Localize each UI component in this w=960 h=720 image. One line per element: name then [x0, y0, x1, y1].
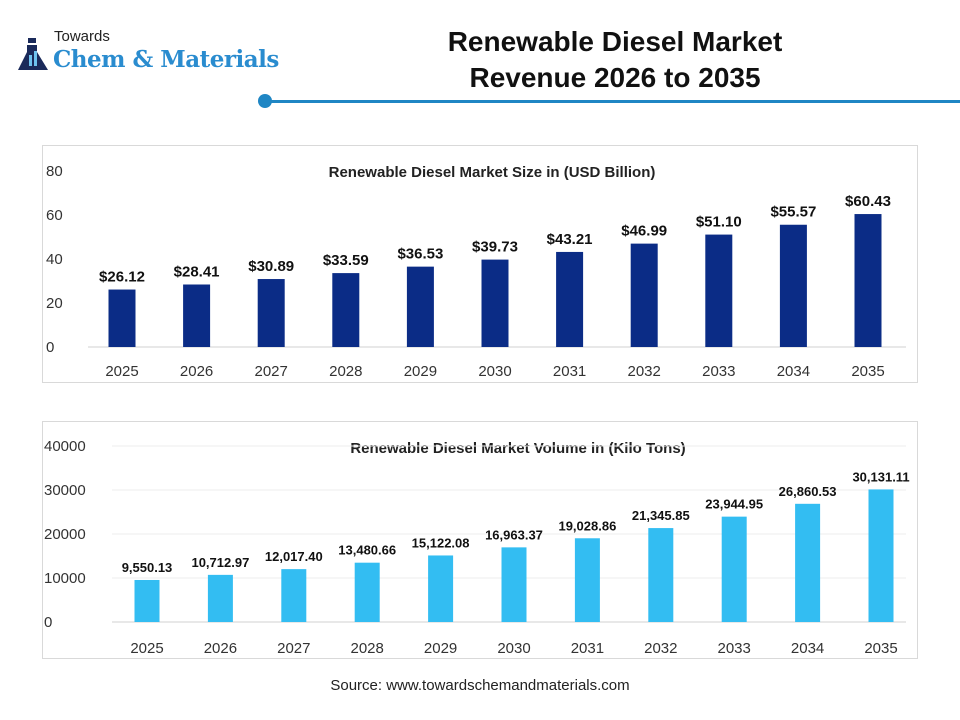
size-x-tick-label: 2032 [628, 363, 661, 380]
size-chart-title: Renewable Diesel Market Size in (USD Bil… [329, 164, 656, 181]
divider-dot [258, 94, 272, 108]
logo-text-towards: Towards [54, 28, 110, 45]
size-x-tick-label: 2033 [702, 363, 735, 380]
page-title: Renewable Diesel Market Revenue 2026 to … [380, 24, 850, 96]
volume-bar [281, 569, 307, 622]
volume-bar [721, 516, 747, 622]
size-x-tick-label: 2034 [777, 363, 810, 380]
size-data-label: $26.12 [99, 269, 145, 286]
size-x-tick-label: 2031 [553, 363, 586, 380]
volume-x-tick-label: 2034 [791, 640, 824, 657]
size-bar [183, 284, 211, 347]
size-x-tick-label: 2028 [329, 363, 362, 380]
volume-data-label: 23,944.95 [705, 497, 763, 512]
logo-text-brand: Chem & Materials [53, 46, 279, 73]
volume-chart-panel [42, 421, 918, 659]
title-line-1: Renewable Diesel Market [447, 26, 783, 57]
size-x-tick-label: 2029 [404, 363, 437, 380]
divider-line [270, 100, 960, 103]
volume-x-tick-label: 2033 [718, 640, 751, 657]
size-data-label: $55.57 [770, 204, 816, 221]
volume-y-tick-label: 30000 [44, 482, 86, 499]
volume-x-tick-label: 2032 [644, 640, 677, 657]
volume-y-tick-label: 10000 [44, 570, 86, 587]
size-bar [332, 273, 360, 347]
volume-bar [428, 555, 454, 622]
size-data-label: $36.53 [397, 246, 443, 263]
size-data-label: $33.59 [323, 252, 369, 269]
volume-bar [648, 528, 674, 622]
size-x-tick-label: 2025 [105, 363, 138, 380]
volume-bar [501, 547, 527, 622]
volume-x-tick-label: 2027 [277, 640, 310, 657]
volume-data-label: 26,860.53 [779, 484, 837, 499]
size-bar [257, 279, 285, 347]
volume-data-label: 21,345.85 [632, 508, 690, 523]
volume-data-label: 13,480.66 [338, 543, 396, 558]
size-data-label: $43.21 [547, 231, 593, 248]
volume-bar [574, 538, 600, 622]
size-data-label: $46.99 [621, 223, 667, 240]
volume-x-tick-label: 2028 [351, 640, 384, 657]
volume-data-label: 30,131.11 [852, 469, 909, 484]
volume-bar [134, 579, 160, 622]
volume-bar [795, 503, 821, 622]
size-y-tick-label: 60 [46, 207, 63, 224]
size-bar [854, 214, 882, 347]
size-bar [779, 224, 807, 347]
volume-data-label: 19,028.86 [558, 518, 616, 533]
volume-bar [207, 574, 233, 622]
size-y-tick-label: 0 [46, 339, 54, 356]
volume-x-tick-label: 2029 [424, 640, 457, 657]
volume-data-label: 16,963.37 [485, 527, 543, 542]
volume-chart-title: Renewable Diesel Market Volume in (Kilo … [350, 440, 685, 457]
volume-y-tick-label: 40000 [44, 438, 86, 455]
flask-logo-icon [18, 38, 48, 70]
volume-bar [354, 562, 380, 622]
source-note: Source: www.towardschemandmaterials.com [330, 677, 630, 694]
volume-data-label: 12,017.40 [265, 549, 323, 564]
size-data-label: $39.73 [472, 239, 518, 256]
volume-x-tick-label: 2025 [130, 640, 163, 657]
size-bar [556, 251, 584, 347]
volume-x-tick-label: 2031 [571, 640, 604, 657]
size-y-tick-label: 80 [46, 163, 63, 180]
size-bar [481, 259, 509, 347]
size-x-tick-label: 2035 [851, 363, 884, 380]
size-bar [406, 266, 434, 347]
volume-data-label: 9,550.13 [122, 560, 173, 575]
size-data-label: $60.43 [845, 193, 891, 210]
size-chart-panel [42, 145, 918, 383]
size-x-tick-label: 2026 [180, 363, 213, 380]
size-x-tick-label: 2030 [478, 363, 511, 380]
size-bar [108, 289, 136, 347]
volume-x-tick-label: 2026 [204, 640, 237, 657]
volume-y-tick-label: 0 [44, 614, 52, 631]
size-bar [705, 234, 733, 347]
size-y-tick-label: 40 [46, 251, 63, 268]
size-bar [630, 243, 658, 347]
volume-x-tick-label: 2030 [497, 640, 530, 657]
volume-y-tick-label: 20000 [44, 526, 86, 543]
size-y-tick-label: 20 [46, 295, 63, 312]
size-data-label: $51.10 [696, 214, 742, 231]
size-x-tick-label: 2027 [255, 363, 288, 380]
size-data-label: $28.41 [174, 263, 220, 280]
size-data-label: $30.89 [248, 258, 294, 275]
volume-data-label: 15,122.08 [412, 535, 470, 550]
volume-data-label: 10,712.97 [191, 555, 249, 570]
volume-bar [868, 489, 894, 622]
volume-x-tick-label: 2035 [864, 640, 897, 657]
title-line-2: Revenue 2026 to 2035 [469, 62, 761, 93]
